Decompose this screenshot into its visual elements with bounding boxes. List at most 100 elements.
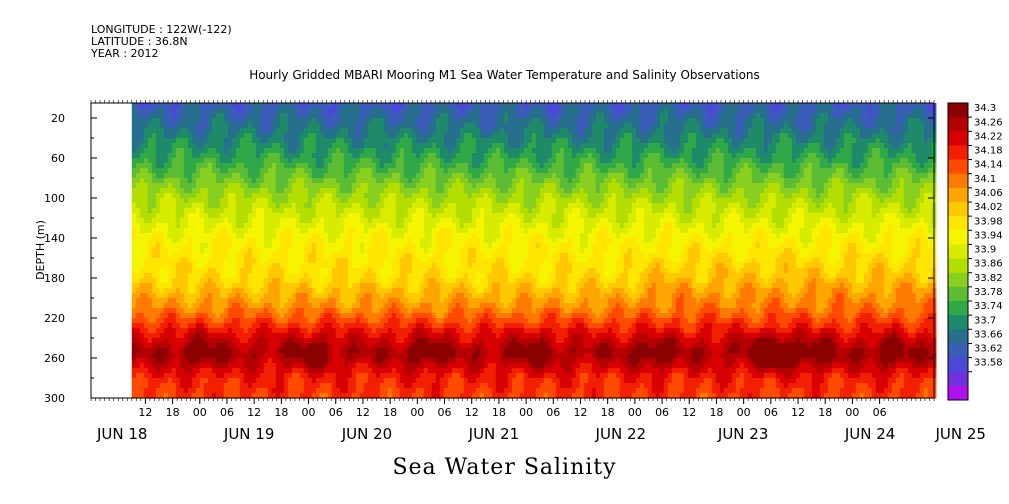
heatmap-cell bbox=[211, 268, 217, 274]
heatmap-cell bbox=[279, 123, 285, 129]
heatmap-cell bbox=[387, 198, 393, 204]
heatmap-cell bbox=[307, 153, 313, 159]
heatmap-cell bbox=[395, 238, 401, 244]
heatmap-cell bbox=[179, 143, 185, 149]
heatmap-cell bbox=[143, 273, 149, 279]
heatmap-cell bbox=[167, 183, 173, 189]
heatmap-cell bbox=[447, 213, 453, 219]
heatmap-cell bbox=[211, 238, 217, 244]
heatmap-cell bbox=[323, 108, 329, 114]
heatmap-cell bbox=[279, 338, 285, 344]
heatmap-cell bbox=[211, 393, 217, 399]
heatmap-cell bbox=[211, 113, 217, 119]
heatmap-cell bbox=[431, 133, 437, 139]
heatmap-cell bbox=[451, 108, 457, 114]
heatmap-cell bbox=[467, 253, 473, 259]
heatmap-cell bbox=[159, 323, 165, 329]
heatmap-cell bbox=[399, 278, 405, 284]
heatmap-cell bbox=[255, 238, 261, 244]
heatmap-cell bbox=[131, 288, 137, 294]
heatmap-cell bbox=[363, 293, 369, 299]
heatmap-cell bbox=[287, 133, 293, 139]
heatmap-cell bbox=[199, 273, 205, 279]
heatmap-cell bbox=[399, 273, 405, 279]
heatmap-cell bbox=[351, 293, 357, 299]
heatmap-cell bbox=[439, 138, 445, 144]
heatmap-cell bbox=[291, 273, 297, 279]
heatmap-cell bbox=[223, 153, 229, 159]
heatmap-cell bbox=[239, 198, 245, 204]
heatmap-cell bbox=[467, 208, 473, 214]
heatmap-cell bbox=[283, 348, 289, 354]
heatmap-cell bbox=[431, 178, 437, 184]
heatmap-cell bbox=[399, 128, 405, 134]
heatmap-cell bbox=[387, 283, 393, 289]
heatmap-cell bbox=[407, 103, 413, 109]
heatmap-cell bbox=[355, 303, 361, 309]
heatmap-cell bbox=[255, 128, 261, 134]
heatmap-cell bbox=[355, 203, 361, 209]
heatmap-cell bbox=[155, 193, 161, 199]
heatmap-cell bbox=[279, 298, 285, 304]
heatmap-cell bbox=[339, 253, 345, 259]
heatmap-cell bbox=[303, 193, 309, 199]
heatmap-cell bbox=[267, 153, 273, 159]
heatmap-cell bbox=[255, 303, 261, 309]
heatmap-cell bbox=[271, 183, 277, 189]
heatmap-cell bbox=[327, 173, 333, 179]
heatmap-cell bbox=[247, 193, 253, 199]
heatmap-cell bbox=[283, 128, 289, 134]
heatmap-cell bbox=[355, 133, 361, 139]
heatmap-cell bbox=[323, 363, 329, 369]
heatmap-cell bbox=[335, 253, 341, 259]
heatmap-cell bbox=[375, 328, 381, 334]
heatmap-cell bbox=[395, 343, 401, 349]
heatmap-cell bbox=[167, 288, 173, 294]
heatmap-cell bbox=[339, 173, 345, 179]
heatmap-cell bbox=[383, 368, 389, 374]
heatmap-cell bbox=[255, 123, 261, 129]
heatmap-cell bbox=[135, 213, 141, 219]
heatmap-cell bbox=[443, 378, 449, 384]
heatmap-cell bbox=[183, 223, 189, 229]
heatmap-cell bbox=[163, 333, 169, 339]
heatmap-cell bbox=[235, 148, 241, 154]
heatmap-cell bbox=[151, 208, 157, 214]
heatmap-cell bbox=[159, 353, 165, 359]
heatmap-cell bbox=[387, 258, 393, 264]
heatmap-cell bbox=[359, 353, 365, 359]
heatmap-cell bbox=[147, 153, 153, 159]
heatmap-cell bbox=[295, 148, 301, 154]
heatmap-cell bbox=[423, 278, 429, 284]
heatmap-cell bbox=[387, 358, 393, 364]
heatmap-cell bbox=[131, 313, 137, 319]
heatmap-cell bbox=[171, 373, 177, 379]
heatmap-cell bbox=[187, 228, 193, 234]
heatmap-cell bbox=[463, 368, 469, 374]
heatmap-cell bbox=[279, 278, 285, 284]
heatmap-cell bbox=[331, 188, 337, 194]
heatmap-cell bbox=[367, 198, 373, 204]
heatmap-cell bbox=[159, 133, 165, 139]
heatmap-cell bbox=[207, 338, 213, 344]
heatmap-cell bbox=[335, 368, 341, 374]
heatmap-cell bbox=[167, 218, 173, 224]
heatmap-cell bbox=[359, 268, 365, 274]
heatmap-cell bbox=[275, 178, 281, 184]
heatmap-cell bbox=[147, 198, 153, 204]
heatmap-cell bbox=[207, 253, 213, 259]
heatmap-cell bbox=[371, 258, 377, 264]
heatmap-cell bbox=[175, 238, 181, 244]
heatmap-cell bbox=[263, 268, 269, 274]
heatmap-cell bbox=[339, 238, 345, 244]
heatmap-cell bbox=[147, 318, 153, 324]
heatmap-cell bbox=[211, 163, 217, 169]
heatmap-cell bbox=[131, 353, 137, 359]
heatmap-cell bbox=[411, 168, 417, 174]
heatmap-cell bbox=[207, 188, 213, 194]
heatmap-cell bbox=[167, 178, 173, 184]
heatmap-cell bbox=[275, 183, 281, 189]
heatmap-cell bbox=[215, 393, 221, 399]
heatmap-cell bbox=[263, 218, 269, 224]
heatmap-cell bbox=[299, 353, 305, 359]
